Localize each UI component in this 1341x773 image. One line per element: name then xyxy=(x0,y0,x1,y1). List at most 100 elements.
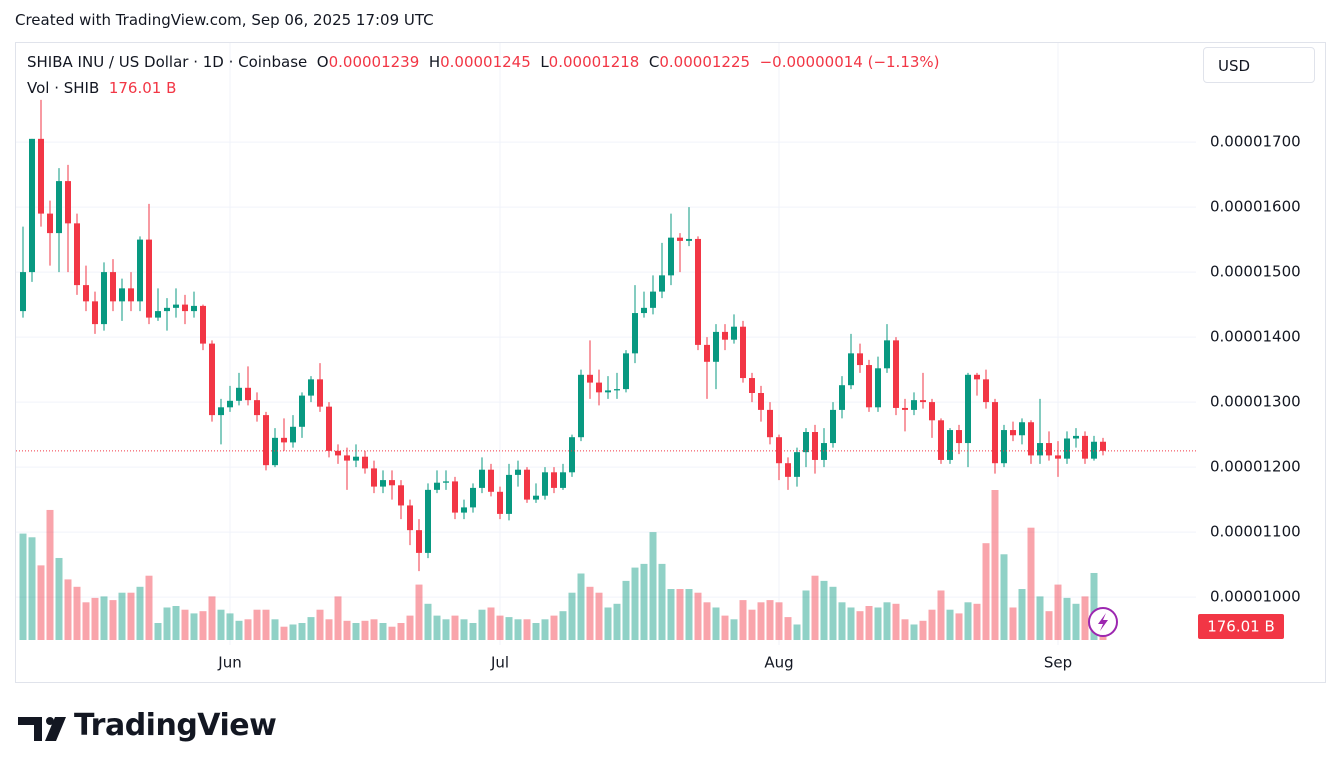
volume-bar xyxy=(37,565,45,640)
y-tick-label: 0.00001400 xyxy=(1210,328,1301,346)
candle-body xyxy=(281,437,287,443)
candles xyxy=(16,99,1196,572)
candle-body xyxy=(344,455,350,461)
y-tick-label: 0.00001300 xyxy=(1210,393,1301,411)
volume-bar xyxy=(964,602,972,640)
volume-bar xyxy=(271,619,279,640)
candle-body xyxy=(785,463,791,477)
candle-body xyxy=(20,272,26,312)
candle-body xyxy=(767,409,773,438)
volume-bar xyxy=(145,575,153,640)
candle-body xyxy=(371,468,377,487)
candle-body xyxy=(470,487,476,508)
volume-bar xyxy=(379,623,387,640)
volume-bar xyxy=(649,532,657,640)
candle-body xyxy=(551,472,557,488)
volume-bar xyxy=(415,584,423,640)
volume-bar xyxy=(46,509,54,640)
candle-body xyxy=(776,437,782,464)
y-tick-label: 0.00001000 xyxy=(1210,588,1301,606)
volume-bar xyxy=(982,543,990,640)
candle-body xyxy=(1055,455,1061,459)
volume-bar xyxy=(253,609,261,640)
candle-body xyxy=(1001,430,1007,464)
volume-bar xyxy=(100,596,108,640)
volume-bar xyxy=(946,609,954,640)
volume-bar xyxy=(1036,596,1044,640)
volume-bar xyxy=(559,611,567,640)
ohlc-label: C xyxy=(648,53,660,71)
candle-body xyxy=(200,305,206,344)
chart-frame xyxy=(15,42,1326,683)
volume-bar xyxy=(109,600,117,640)
candle-body xyxy=(398,485,404,506)
volume-bar xyxy=(973,603,981,640)
volume-bar xyxy=(82,602,90,640)
candle-body xyxy=(56,181,62,234)
volume-bar xyxy=(496,615,504,640)
currency-button[interactable]: USD xyxy=(1203,47,1315,83)
axes: 0.00001000 0.00001100 0.00001200 0.00001300… xyxy=(217,133,1300,672)
candle-body xyxy=(29,138,35,273)
volume-bar xyxy=(289,624,297,640)
volume-bar xyxy=(1081,596,1089,640)
candle-body xyxy=(893,340,899,408)
volume-bar xyxy=(118,592,126,640)
volume-bar xyxy=(208,596,216,640)
volume-bar xyxy=(64,579,72,640)
volume-bar xyxy=(892,603,900,640)
candle-body xyxy=(362,456,368,469)
volume-bar xyxy=(595,592,603,640)
candle-body xyxy=(254,400,260,416)
volume-bar xyxy=(541,619,549,640)
candle-body xyxy=(740,326,746,379)
volume-pane xyxy=(19,490,1107,640)
candle-body xyxy=(677,237,683,241)
alert-icon xyxy=(1088,607,1118,637)
change: −0.00000014 (−1.13%) xyxy=(759,53,940,71)
volume-bar xyxy=(865,606,873,640)
candle-body xyxy=(407,505,413,531)
volume-bar xyxy=(883,602,891,640)
volume-bar xyxy=(775,602,783,640)
candle-body xyxy=(614,389,620,391)
candle-body xyxy=(812,432,818,460)
ohlc-label: L xyxy=(540,53,549,71)
volume-bar xyxy=(1063,597,1071,640)
volume-bar xyxy=(136,586,144,640)
candle-body xyxy=(857,353,863,366)
brand: TradingView xyxy=(74,708,277,743)
volume-bar xyxy=(334,596,342,640)
candle-body xyxy=(578,374,584,438)
volume-bar xyxy=(217,609,225,640)
ohlc-label: H xyxy=(428,53,441,71)
candle-body xyxy=(299,395,305,427)
candle-body xyxy=(263,415,269,466)
logo-icon xyxy=(18,717,66,741)
volume-bar xyxy=(1045,611,1053,640)
volume-bar xyxy=(784,617,792,640)
candle-body xyxy=(722,331,728,340)
candle-body xyxy=(533,495,539,500)
candle-body xyxy=(1019,422,1025,436)
volume-bar xyxy=(73,586,81,640)
candle-body xyxy=(830,409,836,444)
volume-bar xyxy=(505,617,513,640)
volume-bar xyxy=(235,620,243,640)
ohlc-value: 0.00001239 xyxy=(328,53,420,71)
volume-bar xyxy=(181,609,189,640)
y-tick-label: 0.00001600 xyxy=(1210,198,1301,216)
volume-bar xyxy=(1090,572,1098,640)
volume-bar xyxy=(1027,527,1035,640)
candle-body xyxy=(1028,422,1034,456)
candle-body xyxy=(389,480,395,486)
candle-body xyxy=(686,238,692,241)
ohlc-value: 0.00001218 xyxy=(548,53,640,71)
volume-bar xyxy=(1018,589,1026,640)
candle-body xyxy=(875,368,881,408)
y-tick-label: 0.00001100 xyxy=(1210,523,1301,541)
volume-bar xyxy=(28,537,36,640)
candle-body xyxy=(83,285,89,302)
candle-body xyxy=(659,275,665,292)
